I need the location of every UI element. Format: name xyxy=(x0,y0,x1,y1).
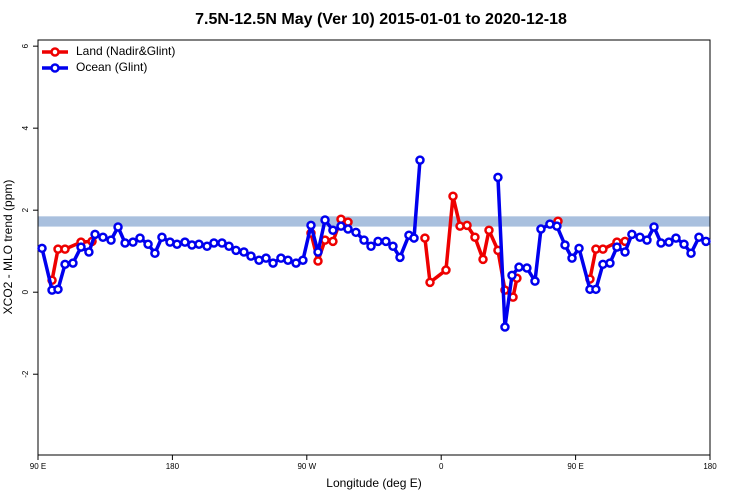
series-marker xyxy=(478,254,488,265)
series-marker xyxy=(246,251,256,261)
series-marker xyxy=(381,236,391,247)
series-marker xyxy=(448,191,458,201)
series-marker xyxy=(671,233,681,243)
series-marker xyxy=(567,253,577,263)
x-tick-label: 90 W xyxy=(297,462,316,471)
series-marker xyxy=(313,256,323,266)
series-marker xyxy=(642,235,652,245)
series-marker xyxy=(150,248,160,258)
series-marker xyxy=(530,276,540,286)
series-marker xyxy=(217,238,227,248)
legend-marker xyxy=(50,63,60,73)
series-marker xyxy=(113,222,123,232)
series-marker xyxy=(605,258,615,268)
series-marker xyxy=(268,258,278,268)
series-marker xyxy=(194,239,204,249)
x-tick-label: 0 xyxy=(439,462,444,471)
series-marker xyxy=(388,241,398,252)
series-marker xyxy=(484,225,494,236)
series-marker xyxy=(328,225,338,236)
series-marker xyxy=(224,241,234,252)
series-marker xyxy=(514,262,524,272)
x-tick-label: 180 xyxy=(166,462,180,471)
series-marker xyxy=(120,238,130,248)
series-marker xyxy=(500,322,510,332)
series-marker xyxy=(420,233,430,243)
series-marker xyxy=(135,233,145,243)
series-marker xyxy=(306,220,316,231)
series-marker xyxy=(441,265,451,275)
y-axis-label: XCO2 - MLO trend (ppm) xyxy=(1,180,15,315)
series-marker xyxy=(157,232,167,242)
y-tick-label: 2 xyxy=(21,207,30,212)
series-marker xyxy=(313,247,323,257)
series-marker xyxy=(686,248,696,258)
series-marker xyxy=(366,241,376,252)
series-marker xyxy=(656,238,666,248)
series-marker xyxy=(328,236,338,247)
series-marker xyxy=(261,253,271,263)
series-marker xyxy=(76,242,86,252)
y-tick-label: 6 xyxy=(21,43,30,48)
series-marker xyxy=(591,284,601,295)
legend-label: Land (Nadir&Glint) xyxy=(76,44,175,58)
series-marker xyxy=(679,239,689,249)
series-marker xyxy=(493,172,503,183)
series-marker xyxy=(536,224,546,234)
series-marker xyxy=(620,247,630,257)
series-marker xyxy=(470,232,480,242)
y-tick-label: 0 xyxy=(21,289,30,294)
x-tick-label: 90 E xyxy=(30,462,46,471)
legend-label: Ocean (Glint) xyxy=(76,60,147,74)
series-marker xyxy=(143,239,153,249)
series-marker xyxy=(37,243,47,254)
y-tick-label: -2 xyxy=(21,370,30,378)
series-marker xyxy=(409,233,419,243)
series-marker xyxy=(612,242,622,252)
series-marker xyxy=(239,247,249,257)
x-axis-label: Longitude (deg E) xyxy=(326,476,421,490)
series-marker xyxy=(574,243,584,254)
series-marker xyxy=(627,229,637,240)
series-marker xyxy=(701,236,711,247)
series-marker xyxy=(649,222,659,232)
series-marker xyxy=(84,247,94,257)
series-marker xyxy=(395,252,405,263)
series-marker xyxy=(522,263,532,273)
series-marker xyxy=(53,284,63,295)
series-marker xyxy=(60,244,70,254)
series-marker xyxy=(462,220,472,231)
series-marker xyxy=(283,255,293,265)
series-marker xyxy=(172,239,182,249)
series-marker xyxy=(320,215,330,225)
x-tick-label: 180 xyxy=(703,462,717,471)
series-marker xyxy=(298,255,308,265)
series-marker xyxy=(128,237,138,247)
series-marker xyxy=(598,244,608,254)
series-marker xyxy=(415,155,425,165)
series-marker xyxy=(560,240,570,250)
series-marker xyxy=(694,232,704,242)
series-marker xyxy=(90,229,100,240)
legend-marker xyxy=(50,47,60,57)
series-marker xyxy=(552,221,562,231)
x-tick-label: 90 E xyxy=(567,462,583,471)
series-marker xyxy=(351,227,361,238)
series-marker xyxy=(359,235,369,245)
series-marker xyxy=(373,236,383,247)
series-marker xyxy=(209,238,219,248)
y-tick-label: 4 xyxy=(21,125,30,130)
series-marker xyxy=(106,235,116,245)
series-marker xyxy=(68,258,78,268)
series-marker xyxy=(60,259,70,270)
series-marker xyxy=(425,277,435,288)
series-marker xyxy=(507,270,517,281)
series-marker xyxy=(664,237,674,247)
chart-title: 7.5N-12.5N May (Ver 10) 2015-01-01 to 20… xyxy=(195,11,567,28)
reference-band xyxy=(38,216,710,227)
series-marker xyxy=(343,224,353,234)
series-marker xyxy=(98,232,108,242)
series-marker xyxy=(231,245,241,256)
